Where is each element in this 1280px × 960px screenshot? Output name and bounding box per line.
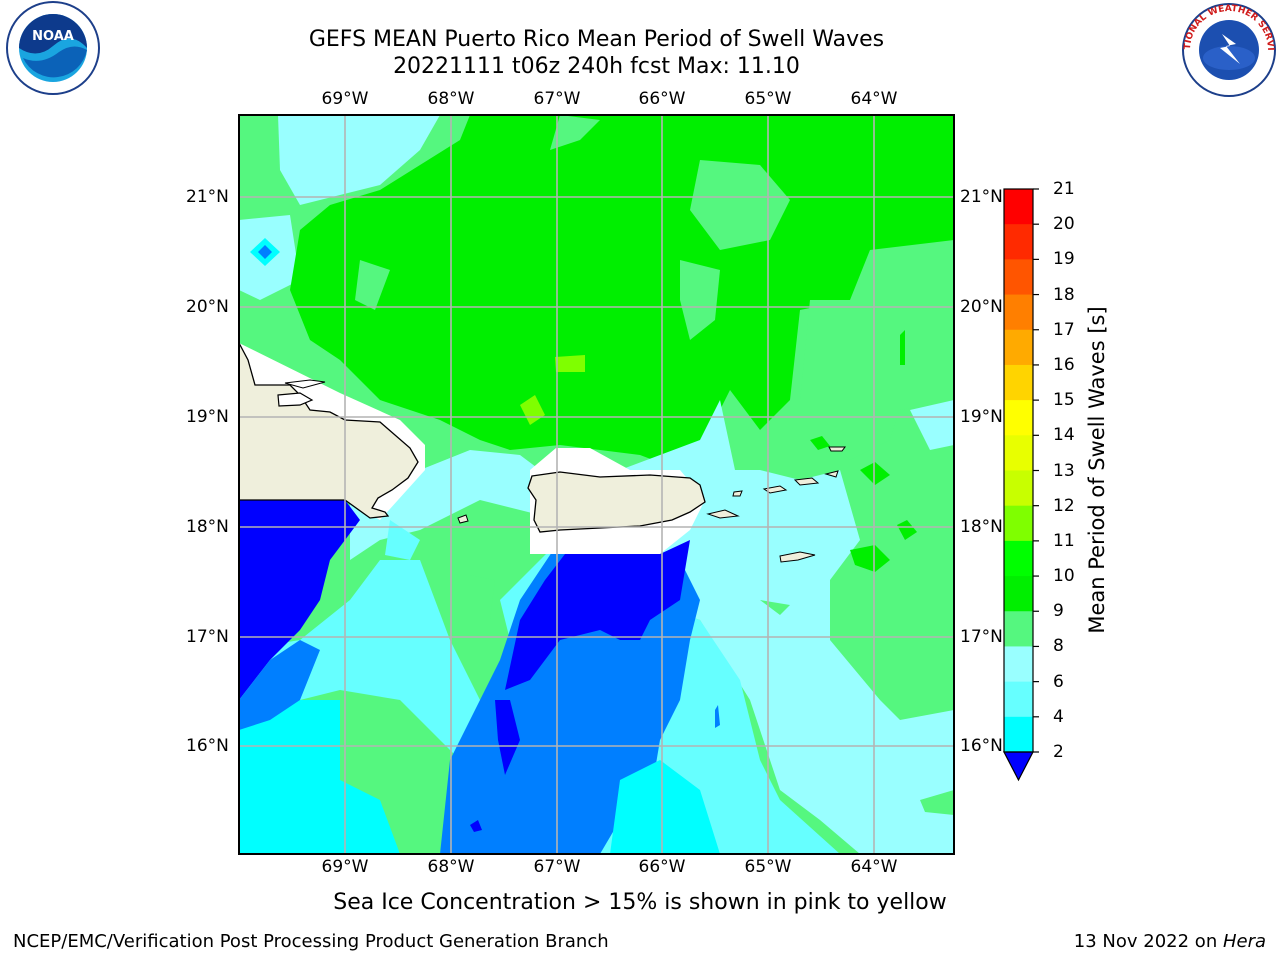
colorbar-tick-label: 18 xyxy=(1053,284,1075,305)
lon-label-top: 64°W xyxy=(850,89,898,109)
nws-logo: NATIONAL WEATHER SERVICE xyxy=(1178,0,1276,97)
colorbar-segment xyxy=(1004,224,1033,260)
lat-label-right: 20°N xyxy=(960,297,1003,317)
sea-ice-note: Sea Ice Concentration > 15% is shown in … xyxy=(333,890,947,915)
footer-date: 13 Nov 2022 on Hera xyxy=(1074,931,1266,952)
colorbar-tick-label: 16 xyxy=(1053,354,1075,375)
colorbar-tick-label: 17 xyxy=(1053,319,1075,340)
graticule xyxy=(239,115,954,854)
colorbar-tick-label: 13 xyxy=(1053,460,1075,481)
colorbar-segment xyxy=(1004,470,1033,507)
lon-label-bottom: 66°W xyxy=(638,857,686,877)
colorbar-segment xyxy=(1004,646,1033,683)
footer-date-text: 13 Nov 2022 on xyxy=(1073,931,1223,952)
lat-label-left: 21°N xyxy=(186,187,229,207)
colorbar-tick-label: 20 xyxy=(1053,214,1075,235)
colorbar xyxy=(1003,188,1039,782)
lat-label-right: 21°N xyxy=(960,187,1003,207)
colorbar-tick-label: 9 xyxy=(1053,601,1064,622)
colorbar-segment xyxy=(1004,329,1033,366)
colorbar-segment xyxy=(1004,259,1033,296)
lat-label-left: 18°N xyxy=(186,517,229,537)
lon-label-bottom: 65°W xyxy=(744,857,792,877)
lon-label-bottom: 69°W xyxy=(321,857,369,877)
colorbar-segment xyxy=(1004,681,1033,718)
colorbar-segment xyxy=(1004,189,1033,225)
lat-label-left: 20°N xyxy=(186,297,229,317)
lon-label-bottom: 64°W xyxy=(850,857,898,877)
colorbar-tick-label: 11 xyxy=(1053,530,1075,551)
colorbar-extend-arrow xyxy=(1003,751,1034,782)
lat-label-left: 17°N xyxy=(186,627,229,647)
lon-label-top: 67°W xyxy=(533,89,581,109)
colorbar-tick-label: 10 xyxy=(1053,566,1075,587)
map-subtitle: 20221111 t06z 240h fcst Max: 11.10 xyxy=(393,54,800,79)
noaa-logo-text: NOAA xyxy=(32,29,74,44)
footer-host: Hera xyxy=(1222,931,1266,952)
colorbar-segment xyxy=(1004,435,1033,471)
lon-label-top: 68°W xyxy=(427,89,475,109)
colorbar-tick-label: 19 xyxy=(1053,249,1075,270)
colorbar-segment xyxy=(1004,400,1033,436)
colorbar-segment xyxy=(1004,611,1033,647)
colorbar-segment xyxy=(1004,576,1033,612)
colorbar-tick-label: 2 xyxy=(1053,742,1064,762)
colorbar-segment xyxy=(1004,294,1033,331)
colorbar-tick-label: 21 xyxy=(1053,179,1075,199)
lat-label-right: 19°N xyxy=(960,407,1003,427)
lon-label-top: 66°W xyxy=(638,89,686,109)
colorbar-segment xyxy=(1004,540,1033,577)
colorbar-tick-label: 4 xyxy=(1053,706,1064,727)
lon-label-top: 69°W xyxy=(321,89,369,109)
colorbar-segment xyxy=(1004,716,1033,753)
map-fields xyxy=(239,115,954,854)
lat-label-left: 19°N xyxy=(186,407,229,427)
noaa-logo: NOAA xyxy=(6,1,100,95)
colorbar-tick-label: 6 xyxy=(1053,671,1064,692)
colorbar-tick-label: 14 xyxy=(1053,425,1075,446)
lon-label-top: 65°W xyxy=(744,89,792,109)
colorbar-tick-label: 12 xyxy=(1053,495,1075,516)
lat-label-right: 16°N xyxy=(960,736,1003,756)
lon-label-bottom: 68°W xyxy=(427,857,475,877)
map-title: GEFS MEAN Puerto Rico Mean Period of Swe… xyxy=(308,27,885,52)
footer-credit: NCEP/EMC/Verification Post Processing Pr… xyxy=(13,931,609,952)
lat-label-left: 16°N xyxy=(186,736,229,756)
colorbar-title: Mean Period of Swell Waves [s] xyxy=(1085,306,1109,634)
colorbar-tick-label: 8 xyxy=(1053,636,1064,657)
lon-label-bottom: 67°W xyxy=(533,857,581,877)
lat-label-right: 17°N xyxy=(960,627,1003,647)
colorbar-segment xyxy=(1004,505,1033,542)
map-frame xyxy=(238,114,955,855)
lat-label-right: 18°N xyxy=(960,517,1003,537)
colorbar-segment xyxy=(1004,364,1033,401)
colorbar-tick-label: 15 xyxy=(1053,390,1075,411)
